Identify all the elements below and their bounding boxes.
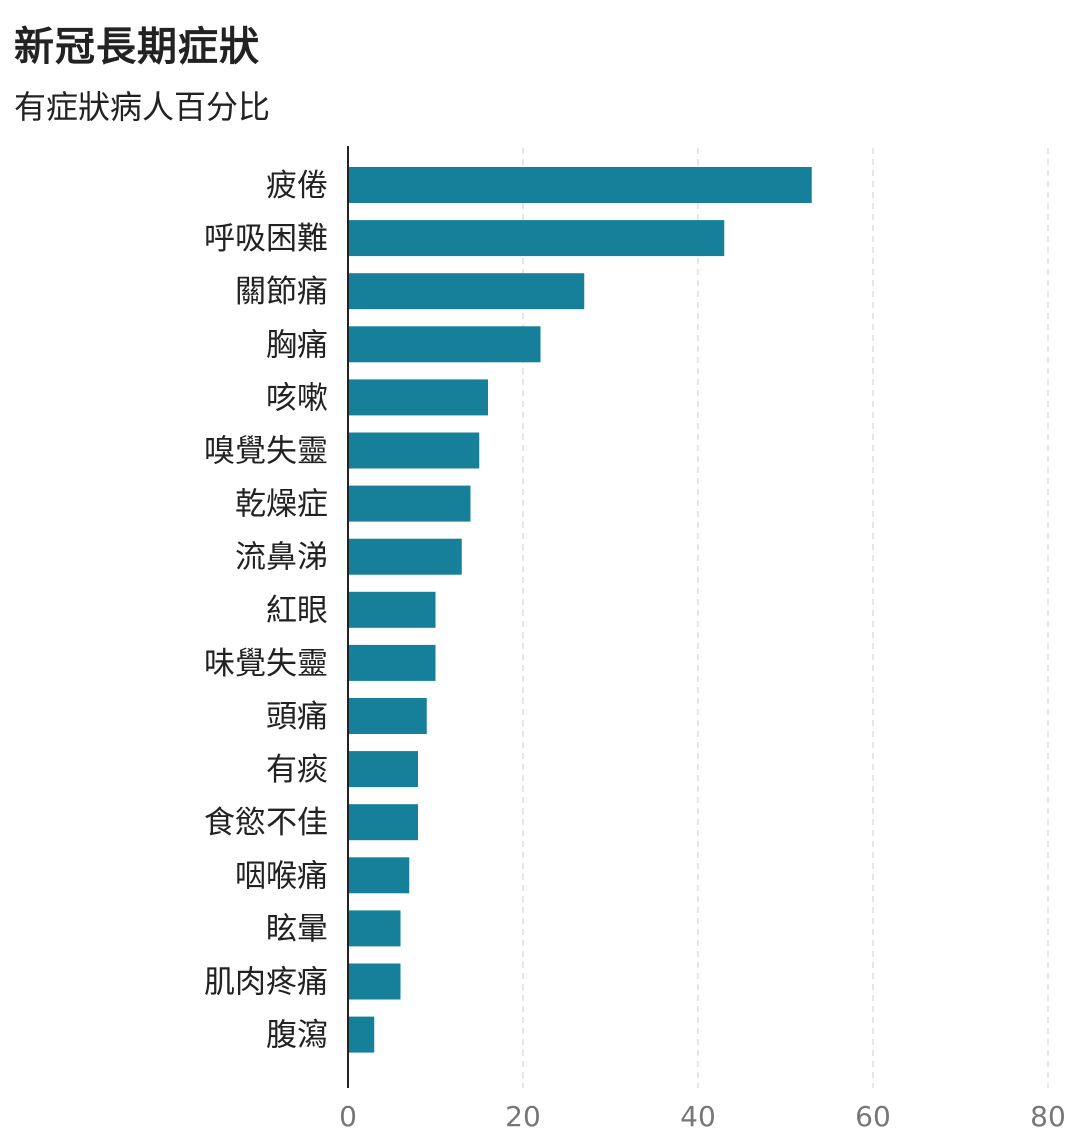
x-tick-label: 0 xyxy=(339,1100,357,1133)
category-label: 眩暈 xyxy=(266,911,328,947)
category-label: 呼吸困難 xyxy=(204,221,328,257)
bar xyxy=(349,485,471,522)
category-label: 有痰 xyxy=(266,752,328,788)
category-label: 疲倦 xyxy=(266,168,328,204)
category-label: 肌肉疼痛 xyxy=(204,965,328,1001)
category-label: 咽喉痛 xyxy=(235,858,328,894)
category-label: 頭痛 xyxy=(266,699,328,735)
bar xyxy=(349,591,436,628)
bar xyxy=(349,273,585,310)
chart-title: 新冠長期症狀 xyxy=(14,24,260,70)
category-label: 嗅覺失靈 xyxy=(204,434,328,470)
category-label: 胸痛 xyxy=(266,327,328,363)
bar xyxy=(349,963,401,1000)
bar xyxy=(349,432,480,469)
bar xyxy=(349,698,427,734)
category-label: 咳嗽 xyxy=(266,380,328,416)
bar xyxy=(349,326,541,363)
bar xyxy=(349,220,725,257)
bar xyxy=(349,857,410,894)
category-label: 味覺失靈 xyxy=(204,646,328,682)
category-label: 紅眼 xyxy=(266,593,328,629)
bars xyxy=(349,167,812,1053)
bar xyxy=(349,644,436,681)
x-tick-label: 40 xyxy=(680,1100,716,1133)
bar xyxy=(349,538,462,575)
bar xyxy=(349,910,401,947)
bar xyxy=(349,1016,375,1053)
category-labels: 疲倦呼吸困難關節痛胸痛咳嗽嗅覺失靈乾燥症流鼻涕紅眼味覺失靈頭痛有痰食慾不佳咽喉痛… xyxy=(204,168,328,1054)
bar xyxy=(349,751,418,788)
chart-subtitle: 有症狀病人百分比 xyxy=(14,88,271,126)
category-label: 乾燥症 xyxy=(235,487,328,523)
x-tick-label: 20 xyxy=(505,1100,541,1133)
x-tick-labels: 0 20 40 60 80 xyxy=(339,1100,1066,1133)
category-label: 腹瀉 xyxy=(266,1018,328,1054)
bar xyxy=(349,379,488,416)
category-label: 食慾不佳 xyxy=(204,805,328,841)
bar xyxy=(349,167,812,203)
gridlines xyxy=(522,148,1049,1088)
category-label: 關節痛 xyxy=(235,274,328,310)
x-tick-label: 60 xyxy=(855,1100,891,1133)
bar xyxy=(349,804,418,841)
x-tick-label: 80 xyxy=(1030,1100,1066,1133)
category-label: 流鼻涕 xyxy=(235,540,328,576)
